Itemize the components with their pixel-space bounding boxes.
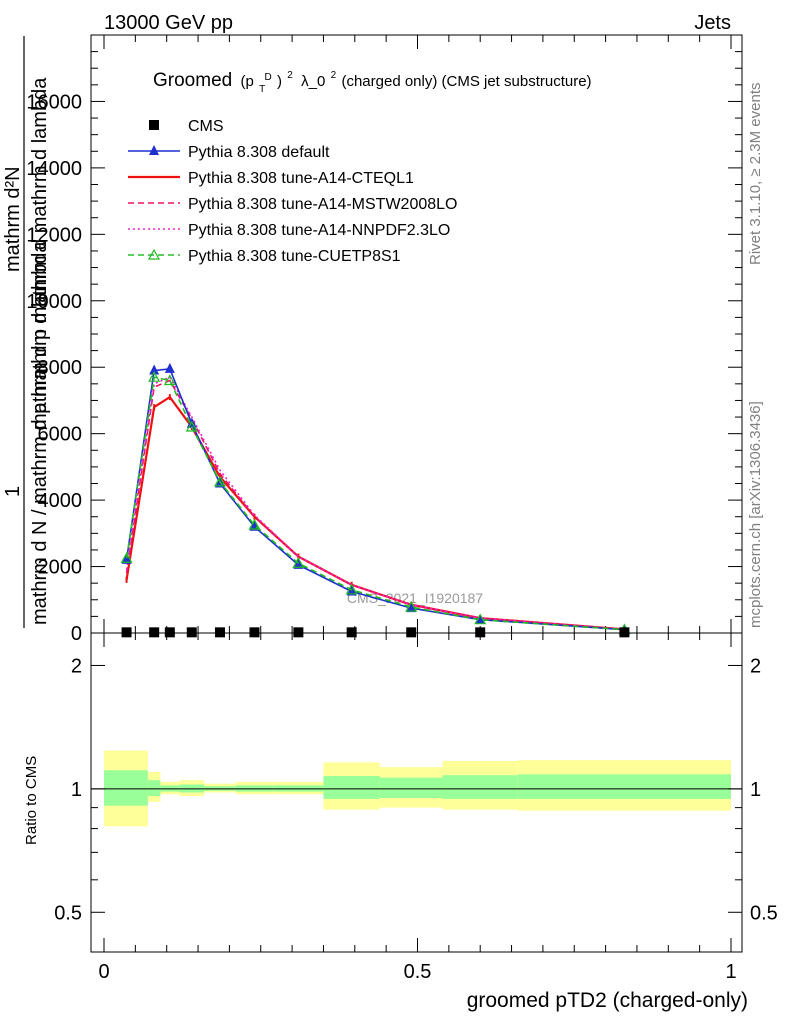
x-tick-label: 0 bbox=[98, 961, 109, 983]
data-point bbox=[619, 627, 630, 638]
data-point bbox=[120, 552, 133, 563]
y-tick-label: 10000 bbox=[26, 291, 82, 313]
title-p: (p bbox=[240, 73, 253, 90]
legend-marker bbox=[147, 248, 161, 260]
analysis-watermark: CMS_2021_I1920187 bbox=[347, 590, 483, 606]
title-tail: (charged only) (CMS jet substructure) bbox=[341, 73, 591, 90]
ylabel-line-4: mathrm d N / mathrm d p mathrm d lambda bbox=[29, 241, 51, 625]
title-lambda: λ_0 bbox=[301, 73, 325, 90]
mcplots-label: mcplots.cern.ch [arXiv:1306.3436] bbox=[747, 401, 764, 628]
data-point bbox=[121, 553, 132, 564]
ratio-panel-frame bbox=[90, 632, 743, 953]
data-point bbox=[164, 362, 175, 373]
x-tick-label: 1 bbox=[725, 961, 736, 983]
ratio-band-green bbox=[517, 774, 731, 799]
main-y-axis: 0 2000 4000 6000 8000 10000 12000 14000 16000 bbox=[26, 51, 742, 645]
data-point bbox=[475, 627, 486, 638]
data-point bbox=[406, 602, 417, 613]
title-sup: D bbox=[265, 72, 272, 83]
chart-title: Groomed (p T D ) 2 λ_0 2 (charged only) … bbox=[153, 62, 592, 97]
data-point bbox=[186, 627, 197, 638]
legend-label: Pythia 8.308 tune-A14-CTEQL1 bbox=[188, 170, 414, 187]
data-point bbox=[248, 518, 261, 530]
data-point bbox=[249, 627, 260, 638]
series-line bbox=[125, 376, 625, 631]
x-tick-label: 0.5 bbox=[404, 961, 432, 983]
ratio-bands bbox=[104, 750, 731, 827]
legend-marker bbox=[149, 120, 159, 130]
data-point bbox=[406, 627, 417, 638]
title-sq: 2 bbox=[287, 70, 293, 81]
data-point bbox=[185, 420, 198, 432]
data-point bbox=[405, 600, 418, 612]
y-tick-label: 14000 bbox=[26, 158, 82, 180]
y-tick-label: 8000 bbox=[38, 357, 83, 379]
y-tick-label: 2000 bbox=[38, 557, 83, 579]
data-point bbox=[214, 627, 225, 638]
ratio-y-tick-label-right: 0.5 bbox=[750, 902, 778, 924]
data-point bbox=[121, 627, 132, 638]
x-axis-label: groomed pTD2 (charged-only) bbox=[467, 989, 748, 1012]
main-series-group bbox=[120, 362, 631, 638]
y-tick-label: 4000 bbox=[38, 490, 83, 512]
y-tick-label: 0 bbox=[71, 623, 82, 645]
rivet-label: Rivet 3.1.10, ≥ 2.3M events bbox=[747, 83, 764, 266]
ratio-y-tick-label: 2 bbox=[71, 655, 82, 677]
y-axis-label: mathrm d²N mathrm d p mathrm d mathrm d … bbox=[2, 36, 51, 628]
y-tick-label: 6000 bbox=[38, 424, 83, 446]
ratio-band-green bbox=[147, 780, 161, 797]
series-line bbox=[125, 379, 625, 631]
ratio-y-tick-label: 0.5 bbox=[54, 902, 82, 924]
ratio-y-axis: 0.5 0.5 1 1 2 2 bbox=[54, 655, 778, 924]
legend-label: Pythia 8.308 tune-A14-NNPDF2.3LO bbox=[188, 222, 450, 239]
ratio-band-green bbox=[104, 770, 148, 806]
ratio-x-axis: 0 0.5 1 bbox=[98, 633, 737, 983]
ylabel-line-3: 1 bbox=[2, 486, 24, 497]
jets-label: Jets bbox=[694, 12, 731, 34]
legend-label: Pythia 8.308 tune-CUETP8S1 bbox=[188, 248, 401, 265]
energy-label: 13000 GeV pp bbox=[104, 12, 233, 34]
data-point bbox=[148, 370, 161, 382]
data-point bbox=[213, 475, 227, 487]
data-point bbox=[149, 627, 160, 638]
legend-label: Pythia 8.308 default bbox=[188, 144, 330, 161]
legend-label: Pythia 8.308 tune-A14-MSTW2008LO bbox=[188, 196, 457, 213]
data-point bbox=[292, 556, 305, 568]
data-point bbox=[345, 583, 358, 595]
data-point bbox=[163, 374, 176, 386]
ratio-y-tick-label: 1 bbox=[71, 779, 82, 801]
data-point bbox=[475, 613, 486, 624]
data-point bbox=[164, 627, 175, 638]
title-close: ) bbox=[277, 73, 282, 90]
legend: CMS Pythia 8.308 default Pythia 8.308 tune… bbox=[128, 118, 457, 265]
ratio-y-tick-label-right: 1 bbox=[750, 779, 761, 801]
data-point bbox=[293, 558, 304, 569]
ylabel-line-2: mathrm d p mathrm d mathrm d lambda bbox=[29, 77, 51, 430]
title-lead: Groomed bbox=[153, 70, 232, 91]
ratio-y-tick-label-right: 2 bbox=[750, 655, 761, 677]
title-sub: T bbox=[259, 84, 265, 95]
y-tick-label: 16000 bbox=[26, 91, 82, 113]
title-sq2: 2 bbox=[331, 70, 337, 81]
data-point bbox=[293, 627, 304, 638]
ratio-band-green bbox=[442, 775, 518, 799]
ratio-y-label: Ratio to CMS bbox=[23, 756, 40, 845]
legend-label: CMS bbox=[188, 118, 224, 135]
ratio-band-green bbox=[379, 777, 443, 798]
ratio-band-green bbox=[323, 775, 380, 799]
data-point bbox=[346, 627, 357, 638]
legend-marker bbox=[149, 145, 159, 155]
data-point bbox=[149, 364, 160, 375]
ylabel-line-1: mathrm d²N bbox=[2, 166, 24, 272]
y-tick-label: 12000 bbox=[26, 224, 82, 246]
data-point bbox=[474, 613, 487, 625]
